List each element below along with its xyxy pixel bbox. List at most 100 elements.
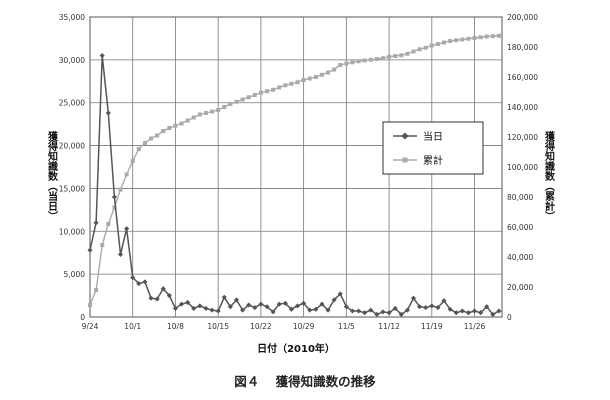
cumulative-point: [362, 58, 367, 63]
y-left-tick-label: 10,000: [59, 227, 85, 236]
daily-point: [294, 303, 301, 309]
cumulative-point: [240, 97, 245, 102]
cumulative-point: [252, 93, 257, 97]
y-right-tick-label: 60,000: [507, 223, 533, 232]
cumulative-point: [222, 105, 227, 109]
x-tick-label: 10/15: [207, 322, 229, 331]
daily-point: [154, 296, 160, 302]
x-tick-label: 11/5: [338, 322, 355, 331]
daily-point: [471, 308, 478, 314]
legend-box: [382, 121, 484, 175]
daily-point: [124, 226, 130, 232]
daily-point: [368, 307, 374, 313]
y-left-tick-label: 0: [80, 313, 85, 322]
cumulative-point: [100, 243, 105, 247]
cumulative-point: [326, 70, 331, 75]
cumulative-point: [210, 109, 215, 114]
daily-point: [429, 303, 435, 309]
daily-point: [246, 302, 252, 308]
cumulative-point: [149, 136, 154, 141]
daily-point: [276, 301, 282, 307]
legend-label-daily: 当日: [423, 130, 443, 143]
daily-point: [343, 304, 349, 310]
daily-point: [179, 301, 185, 307]
legend: 当日 累計: [382, 121, 484, 175]
daily-point: [136, 281, 142, 287]
daily-point: [410, 295, 417, 301]
cumulative-point: [118, 187, 123, 192]
cumulative-point: [191, 115, 196, 120]
daily-point: [282, 300, 288, 306]
cumulative-point: [460, 37, 465, 42]
daily-point: [337, 291, 343, 297]
daily-point: [319, 301, 325, 307]
cumulative-point: [442, 40, 447, 45]
daily-point: [307, 307, 313, 313]
cumulative-point: [454, 38, 459, 43]
cumulative-point: [466, 36, 471, 41]
x-tick-label: 10/1: [124, 322, 141, 331]
x-tick-label: 10/8: [167, 322, 184, 331]
cumulative-point: [313, 75, 318, 79]
cumulative-point: [350, 60, 355, 65]
cumulative-point: [216, 108, 221, 112]
daily-point: [215, 308, 221, 314]
cumulative-point: [228, 102, 233, 106]
x-tick-label: 10/22: [250, 322, 272, 331]
y-axis-right-title: 獲得知識数（累計）: [543, 130, 556, 221]
cumulative-point: [234, 99, 239, 104]
cumulative-point: [185, 118, 190, 123]
cumulative-point: [283, 83, 288, 88]
cumulative-point: [429, 43, 434, 48]
cumulative-point: [417, 47, 422, 52]
cumulative-point: [319, 72, 324, 77]
y-right-tick-label: 0: [507, 313, 512, 322]
y-right-tick-label: 80,000: [507, 193, 533, 202]
y-left-tick-label: 30,000: [59, 56, 85, 65]
daily-point: [197, 303, 203, 309]
daily-point: [435, 305, 441, 311]
cumulative-point: [130, 159, 135, 163]
cumulative-point: [265, 89, 270, 94]
cumulative-point: [368, 57, 373, 62]
daily-point: [191, 305, 197, 311]
daily-point: [380, 309, 386, 315]
x-tick-label: 10/29: [293, 322, 315, 331]
figure-caption: 図４ 獲得知識数の推移: [0, 371, 610, 390]
daily-point: [398, 311, 404, 317]
daily-point: [417, 304, 423, 310]
daily-point: [288, 306, 294, 312]
x-tick-label: 11/19: [421, 322, 443, 331]
cumulative-point: [435, 42, 440, 46]
daily-point: [87, 247, 93, 253]
daily-point: [142, 279, 148, 285]
cumulative-point: [380, 56, 385, 61]
line-chart: 0 5,000 10,000 15,000 20,000 25,000 30,000 35,0…: [46, 13, 556, 355]
y-left-tick-label: 15,000: [59, 184, 85, 193]
daily-point: [166, 293, 172, 299]
cumulative-point: [136, 147, 141, 151]
cumulative-point: [142, 141, 147, 145]
cumulative-point: [478, 35, 483, 40]
cumulative-point: [94, 288, 99, 292]
daily-point: [349, 308, 356, 314]
cumulative-point: [338, 63, 343, 67]
cumulative-point: [173, 123, 178, 128]
daily-point: [130, 275, 136, 281]
daily-point: [233, 297, 240, 303]
cumulative-point: [197, 112, 202, 117]
daily-point: [459, 308, 465, 314]
daily-point: [478, 310, 484, 316]
cumulative-point: [411, 49, 416, 54]
daily-point: [331, 297, 337, 303]
cumulative-point: [423, 45, 428, 50]
daily-point: [404, 307, 410, 313]
daily-point: [386, 310, 392, 316]
daily-point: [356, 308, 362, 314]
cumulative-point: [271, 87, 276, 92]
daily-point: [313, 306, 319, 312]
y-right-tick-label: 160,000: [507, 73, 538, 82]
daily-point: [484, 304, 490, 310]
cumulative-point: [167, 126, 172, 130]
